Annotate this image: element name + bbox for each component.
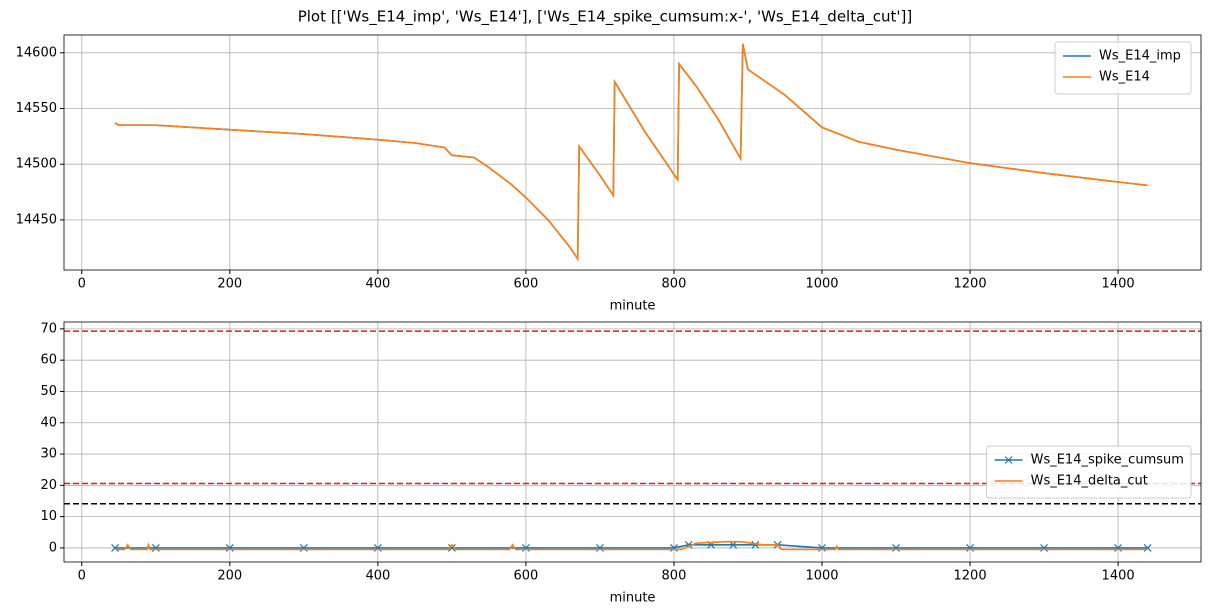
axes-frame — [63, 34, 1202, 271]
x-tick-label: 1000 — [805, 277, 838, 292]
y-tick-label: 60 — [40, 353, 57, 368]
x-tick-label: 1000 — [805, 569, 838, 584]
x-tick-label: 200 — [217, 277, 242, 292]
x-tick-label: 1200 — [954, 569, 987, 584]
series-line — [115, 540, 1148, 551]
series-line — [114, 43, 1148, 262]
marker — [447, 543, 456, 552]
x-tick-label: 1400 — [1102, 277, 1135, 292]
figure-title: Plot [['Ws_E14_imp', 'Ws_E14'], ['Ws_E14… — [298, 8, 913, 27]
x-tick-label: 600 — [513, 277, 538, 292]
y-tick-label: 0 — [49, 540, 57, 555]
plot-area — [114, 43, 1148, 262]
x-axis-label: minute — [610, 591, 656, 606]
legend-marker — [1004, 456, 1013, 464]
series-line — [115, 544, 1148, 549]
y-tick-label: 10 — [40, 509, 57, 524]
legend: Ws_E14_spike_cumsum Ws_E14_delta_cut — [986, 445, 1192, 499]
y-tick-label: 14450 — [16, 212, 57, 227]
x-tick-label: 200 — [217, 569, 242, 584]
x-tick-label: 400 — [365, 569, 390, 584]
subplot: 0 200 400 600 800 1000 1200 1400 14450 14500 14550… — [16, 34, 1202, 314]
y-tick-label: 70 — [40, 321, 57, 336]
legend: Ws_E14_imp Ws_E14 — [1054, 41, 1192, 95]
x-tick-label: 1200 — [954, 277, 987, 292]
legend-label: Ws_E14_spike_cumsum — [1031, 453, 1184, 468]
legend-box — [986, 445, 1192, 499]
x-tick-label: 1400 — [1102, 569, 1135, 584]
y-tick-label: 14550 — [16, 101, 57, 116]
x-tick-label: 800 — [662, 569, 687, 584]
x-axis-label: minute — [610, 299, 656, 314]
x-tick-label: 400 — [365, 277, 390, 292]
y-tick-label: 20 — [40, 478, 57, 493]
legend-label: Ws_E14_imp — [1099, 49, 1181, 64]
x-tick-label: 0 — [78, 277, 86, 292]
x-tick-label: 600 — [513, 569, 538, 584]
y-tick-label: 14600 — [16, 45, 57, 60]
y-tick-label: 30 — [40, 447, 57, 462]
marker — [751, 540, 760, 549]
subplot: 0 200 400 600 800 1000 1200 1400 0 10 20 30 40 50 60 70… — [40, 321, 1202, 606]
x-tick-label: 0 — [78, 569, 86, 584]
x-tick-label: 800 — [662, 277, 687, 292]
y-tick-label: 40 — [40, 415, 57, 430]
plot-area — [64, 330, 1201, 552]
legend-label: Ws_E14_delta_cut — [1031, 474, 1148, 489]
y-tick-label: 14500 — [16, 157, 57, 172]
legend-box — [1054, 41, 1192, 95]
axes-frame — [63, 321, 1202, 563]
y-tick-label: 50 — [40, 384, 57, 399]
legend-label: Ws_E14 — [1099, 70, 1150, 85]
